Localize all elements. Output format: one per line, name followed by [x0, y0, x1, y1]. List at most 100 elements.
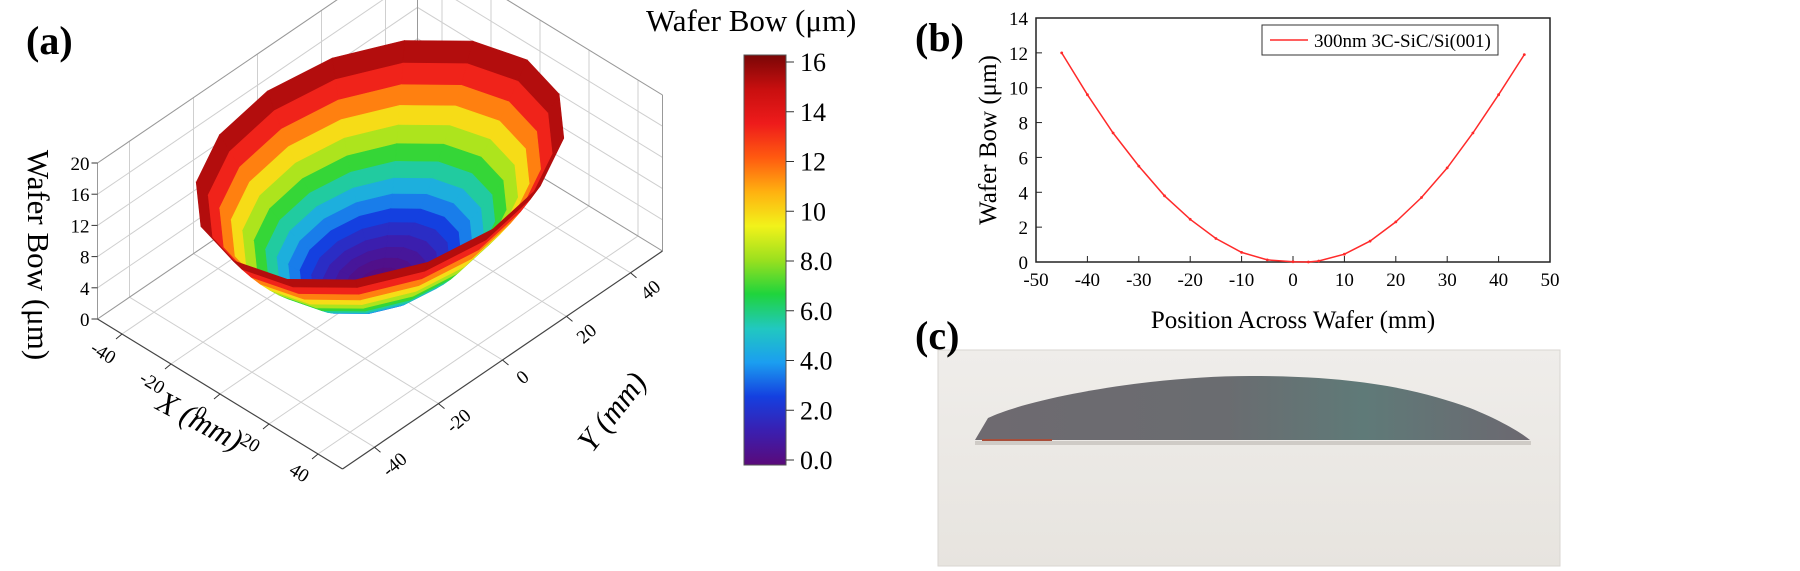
surface-facet [292, 286, 360, 295]
colorbar-tick-label: 14 [800, 98, 826, 127]
y-tick-mark [502, 359, 509, 366]
data-point [1317, 259, 1321, 263]
y-tick-label: 40 [637, 276, 665, 304]
bowl-surface [195, 40, 565, 314]
colorbar-gradient [743, 54, 787, 466]
y-tick-label: 14 [1009, 9, 1029, 30]
surface-facet [390, 193, 427, 210]
surface-facet [391, 177, 433, 195]
x-tick-label: 40 [285, 459, 312, 487]
x-tick-label: -40 [1075, 270, 1100, 291]
colorbar-tick-label: 12 [800, 148, 826, 177]
y-tick-label: 6 [1019, 148, 1029, 169]
box-edge [506, 0, 663, 96]
colorbar-tick-label: 2.0 [800, 396, 833, 425]
colorbar-tick-label: 8.0 [800, 247, 833, 276]
x-tick-label: -20 [1178, 270, 1203, 291]
y-tick-mark [438, 403, 445, 409]
data-point [1445, 166, 1449, 170]
x-tick-label: -50 [1023, 270, 1048, 291]
x-tick-label: 20 [1386, 270, 1405, 291]
data-point [1086, 93, 1089, 97]
surface-facet [393, 161, 439, 179]
colorbar: 0.0 2.0 4.0 6.0 8.0 10 12 14 16 [743, 48, 833, 475]
data-point [1060, 51, 1064, 55]
y-tick-label: 10 [1009, 79, 1028, 100]
surface-facet [297, 293, 361, 301]
panel-label-a: (a) [26, 18, 73, 63]
colorbar-title: Wafer Bow (μm) [646, 3, 857, 38]
x-tick-label: -40 [87, 338, 120, 369]
data-point [1394, 220, 1398, 224]
x-tick-label: -30 [1126, 270, 1151, 291]
x-tick-mark [115, 333, 123, 340]
surface-facet [399, 84, 462, 107]
data-point [1307, 260, 1310, 264]
floor-grid-line [268, 205, 590, 425]
y-tick-label: 8 [1019, 114, 1029, 135]
z-tick-label: 4 [80, 279, 90, 300]
y-tick-label: -20 [443, 405, 476, 437]
y-tick-mark [630, 272, 637, 279]
y-tick-label: 20 [573, 320, 601, 348]
y-tick-label: 0 [1019, 253, 1029, 274]
data-point [1188, 217, 1192, 221]
x-tick-label: 10 [1335, 270, 1354, 291]
data-point [1368, 239, 1372, 243]
data-point [1265, 258, 1269, 262]
y-tick-label: 2 [1019, 218, 1029, 239]
y-tick-label: -40 [379, 449, 412, 481]
data-point [1420, 196, 1423, 199]
data-point [1291, 260, 1295, 264]
colorbar-tick-label: 6.0 [800, 297, 833, 326]
x-axis-ticks: -50 -40 -30 -20 -10 0 10 20 30 40 50 [1023, 256, 1560, 291]
wafer-body [975, 376, 1530, 440]
x-tick-mark [164, 363, 172, 370]
y-axis-ticks: 0 2 4 6 8 10 12 14 [1009, 9, 1042, 274]
x-tick-label: 50 [1541, 270, 1560, 291]
data-point [1240, 251, 1243, 254]
data-point [1163, 194, 1166, 198]
colorbar-tick-label: 10 [800, 197, 826, 226]
surface-facet [355, 261, 429, 288]
data-point [1111, 131, 1115, 135]
z-tick-label: 12 [71, 216, 90, 237]
x-tick-label: 40 [1489, 270, 1508, 291]
colorbar-tick-label: 16 [800, 48, 826, 77]
y-tick-label: 0 [513, 367, 534, 389]
x-axis-label: Position Across Wafer (mm) [1151, 307, 1435, 334]
z-axis-label: Wafer Bow (μm) [21, 150, 56, 360]
wall-grid-line [97, 0, 663, 195]
panel-label-c: (c) [915, 313, 960, 358]
surface-facet [402, 40, 474, 65]
x-tick-mark [213, 393, 221, 400]
data-point [1522, 53, 1526, 56]
x-tick-label: -10 [1229, 270, 1254, 291]
panel-b-line-chart: -50 -40 -30 -20 -10 0 10 20 30 40 50 0 2 4 6 8 10 12 14 3… [975, 9, 1560, 334]
y-tick-label: 4 [1019, 183, 1029, 204]
panel-c-wafer-photo [937, 349, 1561, 567]
z-tick-label: 8 [80, 248, 90, 269]
y-tick-mark [374, 446, 381, 453]
series-line-300nm [1061, 52, 1525, 263]
box-edge [97, 0, 338, 164]
data-point [1497, 93, 1500, 97]
y-tick-label: 12 [1009, 44, 1028, 65]
surface-facet [396, 124, 451, 145]
legend: 300nm 3C-SiC/Si(001) [1261, 24, 1499, 56]
x-tick-label: 0 [1288, 270, 1298, 291]
data-point [1343, 252, 1346, 256]
data-point [1137, 164, 1141, 168]
wafer-shadow [975, 441, 1531, 445]
z-axis-ticks: 0 4 8 12 16 20 [71, 154, 98, 331]
y-axis-label: Wafer Bow (μm) [975, 55, 1002, 225]
colorbar-tick-label: 0.0 [800, 446, 833, 475]
surface-facet [400, 62, 468, 86]
data-point [1214, 237, 1218, 240]
series-markers [1060, 51, 1526, 264]
colorbar-ticks: 0.0 2.0 4.0 6.0 8.0 10 12 14 16 [786, 48, 833, 475]
colorbar-tick-label: 4.0 [800, 347, 833, 376]
panel-label-b: (b) [915, 15, 964, 60]
y-tick-mark [566, 316, 573, 322]
